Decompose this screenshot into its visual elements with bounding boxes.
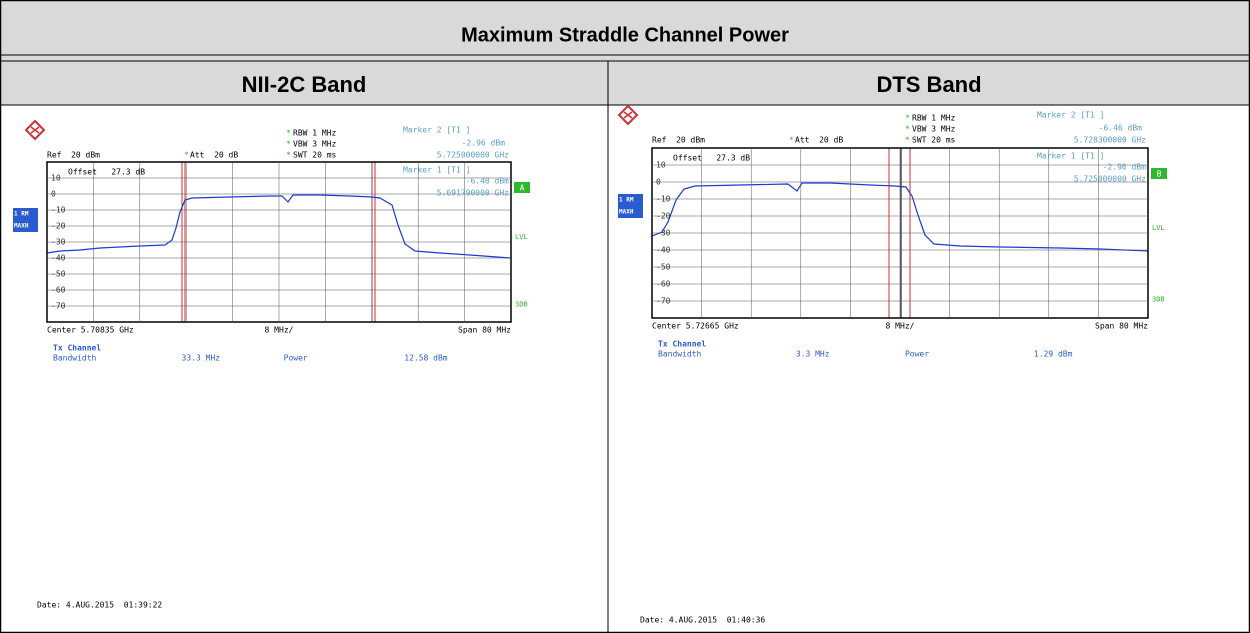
setting: Att 20 dB xyxy=(190,151,238,160)
y-label: -40 xyxy=(51,254,66,263)
tag-box xyxy=(1151,168,1167,179)
y-label: -50 xyxy=(51,270,66,279)
y-label: -10 xyxy=(51,206,66,215)
column-header: DTS Band xyxy=(876,72,981,97)
setting: Ref 20 dBm xyxy=(652,136,705,145)
y-label: -40 xyxy=(656,246,671,255)
header-background xyxy=(0,0,1250,105)
y-label: -30 xyxy=(51,238,66,247)
marker-label: Marker 2 [T1 ] xyxy=(403,126,470,135)
setting: RBW 1 MHz xyxy=(293,129,337,138)
marker-level: -2.96 dBm xyxy=(1103,163,1147,172)
side-label: LVL xyxy=(515,233,528,241)
span: Span 80 MHz xyxy=(1095,322,1148,331)
y-label: -60 xyxy=(51,286,66,295)
bw-value: 33.3 MHz xyxy=(182,354,221,363)
side-label: 3DB xyxy=(515,300,528,308)
side-label: LVL xyxy=(1152,224,1165,232)
marker-freq: 5.728300000 GHz xyxy=(1074,136,1146,145)
trace xyxy=(46,194,512,259)
table-title: Maximum Straddle Channel Power xyxy=(461,24,789,46)
y-label: -20 xyxy=(51,222,66,231)
marker-freq: 5.725000000 GHz xyxy=(1074,175,1146,184)
asterisk: * xyxy=(286,151,291,160)
column-header: NII-2C Band xyxy=(242,72,367,97)
y-label: -30 xyxy=(656,229,671,238)
y-label: -10 xyxy=(656,195,671,204)
logo-mark xyxy=(623,111,633,119)
asterisk: * xyxy=(905,114,910,123)
trace-label: 1 RM xyxy=(619,197,634,204)
y-label: -70 xyxy=(51,302,66,311)
setting: SWT 20 ms xyxy=(293,151,337,160)
tx-channel: Tx Channel xyxy=(658,340,706,349)
asterisk: * xyxy=(905,136,910,145)
trace-mode: MAXH xyxy=(619,209,634,216)
tx-channel: Tx Channel xyxy=(53,344,101,353)
division: 8 MHz/ xyxy=(265,326,294,335)
trace-mode: MAXH xyxy=(14,223,29,230)
marker-level: -2.96 dBm xyxy=(462,139,506,148)
asterisk: * xyxy=(905,125,910,134)
y-label: 0 xyxy=(656,178,661,187)
setting: RBW 1 MHz xyxy=(912,114,956,123)
marker-label: Marker 1 [T1 ] xyxy=(403,166,470,175)
tag: B xyxy=(1157,170,1162,179)
setting: VBW 3 MHz xyxy=(912,125,956,134)
power-value: 1.29 dBm xyxy=(1034,350,1073,359)
power-label: Power xyxy=(905,350,929,359)
trace-box xyxy=(618,194,643,218)
y-label: -70 xyxy=(656,297,671,306)
division: 8 MHz/ xyxy=(886,322,915,331)
setting: Ref 20 dBm xyxy=(47,151,100,160)
date: Date: 4.AUG.2015 01:39:22 xyxy=(37,601,162,610)
marker-freq: 5.725000000 GHz xyxy=(437,151,509,160)
trace-box xyxy=(13,208,38,232)
center-freq: Center 5.72665 GHz xyxy=(652,322,739,331)
trace xyxy=(651,182,1149,252)
setting: Offset 27.3 dB xyxy=(68,168,145,177)
center-freq: Center 5.70835 GHz xyxy=(47,326,134,335)
tag: A xyxy=(520,184,525,193)
asterisk: * xyxy=(286,140,291,149)
y-label: -20 xyxy=(656,212,671,221)
marker-label: Marker 1 [T1 ] xyxy=(1037,152,1104,161)
date: Date: 4.AUG.2015 01:40:36 xyxy=(640,616,765,625)
logo-mark xyxy=(30,126,40,134)
power-value: 12.58 dBm xyxy=(404,354,448,363)
y-label: -50 xyxy=(656,263,671,272)
y-label: -60 xyxy=(656,280,671,289)
trace-label: 1 RM xyxy=(14,211,29,218)
setting: Offset 27.3 dB xyxy=(673,154,750,163)
side-label: 3DB xyxy=(1152,295,1165,303)
marker-label: Marker 2 [T1 ] xyxy=(1037,111,1104,120)
y-label: 10 xyxy=(656,161,666,170)
y-label: 10 xyxy=(51,174,61,183)
marker-level: -6.40 dBm xyxy=(466,177,510,186)
bw-label: Bandwidth xyxy=(658,350,702,359)
span: Span 80 MHz xyxy=(458,326,511,335)
tag-box xyxy=(514,182,530,193)
setting: VBW 3 MHz xyxy=(293,140,337,149)
asterisk: * xyxy=(184,151,189,160)
asterisk: * xyxy=(789,136,794,145)
marker-level: -6.46 dBm xyxy=(1099,124,1143,133)
setting: SWT 20 ms xyxy=(912,136,956,145)
y-label: 0 xyxy=(51,190,56,199)
asterisk: * xyxy=(286,129,291,138)
power-label: Power xyxy=(284,354,308,363)
bw-label: Bandwidth xyxy=(53,354,97,363)
marker-freq: 5.691790000 GHz xyxy=(437,189,509,198)
bw-value: 3.3 MHz xyxy=(796,350,830,359)
setting: Att 20 dB xyxy=(795,136,843,145)
